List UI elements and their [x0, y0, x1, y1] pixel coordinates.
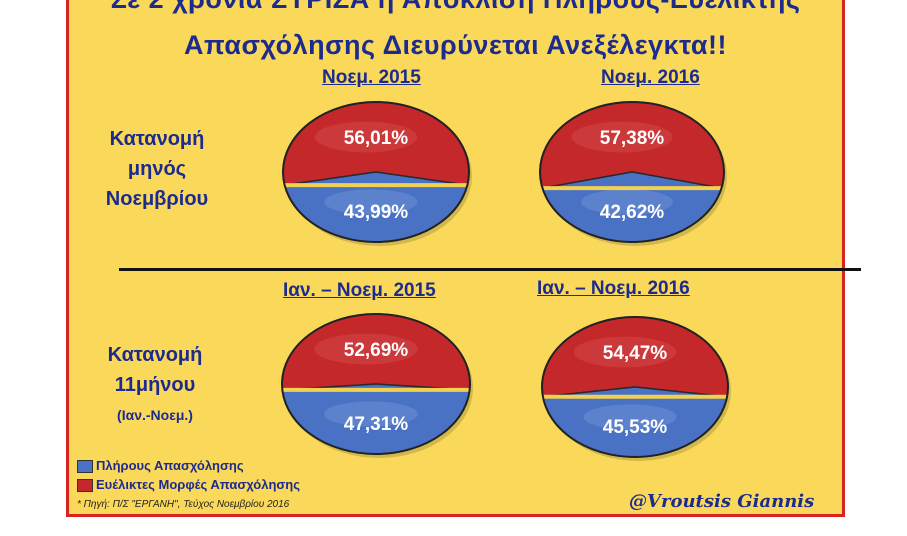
pie-highlight-bottom	[324, 401, 418, 427]
pie-highlight-top	[571, 121, 673, 153]
period-label-jan-nov-2015: Ιαν. – Νοεμ. 2015	[283, 280, 436, 301]
pie-outline	[541, 316, 729, 458]
title-line-1: Σε 2 χρόνια ΣΥΡΙΖΑ η Απόκλιση Πλήρους-Ευ…	[69, 0, 842, 15]
row-label-11-months-line1: Κατανομή	[107, 344, 203, 366]
pie-highlight-top	[573, 336, 677, 368]
pie-label-full: 47,31%	[344, 414, 409, 435]
legend-item-flexible: Ευέλικτες Μορφές Απασχόλησης	[77, 477, 300, 493]
row-label-11-months: Κατανομή 11μήνου (Ιαν.-Νοεμ.)	[95, 340, 215, 430]
period-label-jan-nov-2016: Ιαν. – Νοεμ. 2016	[537, 278, 690, 299]
pie-outline	[282, 101, 470, 243]
pie-label-full: 42,62%	[600, 202, 665, 223]
legend-swatch-full	[77, 460, 93, 474]
legend-label-full: Πλήρους Απασχόλησης	[96, 458, 244, 473]
section-divider	[119, 268, 861, 271]
row-label-11-months-line3: (Ιαν.-Νοεμ.)	[117, 407, 193, 423]
pie-chart-3: 52,69% 47,31%	[281, 313, 473, 458]
pie-chart-1: 56,01% 43,99%	[282, 101, 472, 246]
legend-swatch-flexible	[77, 479, 93, 493]
chart-panel: Σε 2 χρόνια ΣΥΡΙΖΑ η Απόκλιση Πλήρους-Ευ…	[66, 0, 861, 517]
pie-label-flexible: 57,38%	[600, 128, 665, 149]
row-label-november-line3: Νοεμβρίου	[105, 188, 209, 210]
pie-label-flexible: 56,01%	[344, 128, 409, 149]
row-label-november-line2: μηνός	[127, 158, 187, 180]
legend-label-flexible: Ευέλικτες Μορφές Απασχόλησης	[96, 477, 300, 492]
pie-highlight-top	[314, 333, 418, 365]
author-credit: @Vroutsis Giannis	[629, 491, 815, 512]
pie-outline	[281, 313, 471, 455]
title-line-2: Απασχόλησης Διευρύνεται Ανεξέλεγκτα!!	[184, 30, 727, 60]
pie-outline	[539, 101, 725, 243]
pie-highlight-top	[314, 121, 418, 153]
pie-charts: 56,01% 43,99% 57,38% 42,62% 52,69% 47,31% 54,4…	[281, 101, 731, 461]
legend-item-full: Πλήρους Απασχόλησης	[77, 458, 244, 474]
period-label-nov-2016: Νοεμ. 2016	[601, 67, 700, 88]
pie-label-flexible: 52,69%	[344, 340, 409, 361]
pie-highlight-bottom	[581, 189, 673, 215]
pie-chart-2: 57,38% 42,62%	[539, 101, 727, 246]
source-note: * Πηγή: Π/Σ "ΕΡΓΑΝΗ", Τεύχος Νοεμβρίου 2…	[77, 499, 290, 510]
pie-label-full: 43,99%	[344, 202, 409, 223]
pie-highlight-bottom	[324, 189, 418, 215]
pie-label-full: 45,53%	[603, 417, 668, 438]
row-label-11-months-line2: 11μήνου	[114, 374, 196, 396]
period-label-nov-2015: Νοεμ. 2015	[322, 67, 421, 88]
pie-chart-4: 54,47% 45,53%	[541, 316, 731, 461]
pie-label-flexible: 54,47%	[603, 343, 668, 364]
row-label-november-line1: Κατανομή	[109, 128, 205, 150]
row-label-november: Κατανομή μηνός Νοεμβρίου	[97, 124, 217, 214]
pie-highlight-bottom	[583, 404, 677, 430]
